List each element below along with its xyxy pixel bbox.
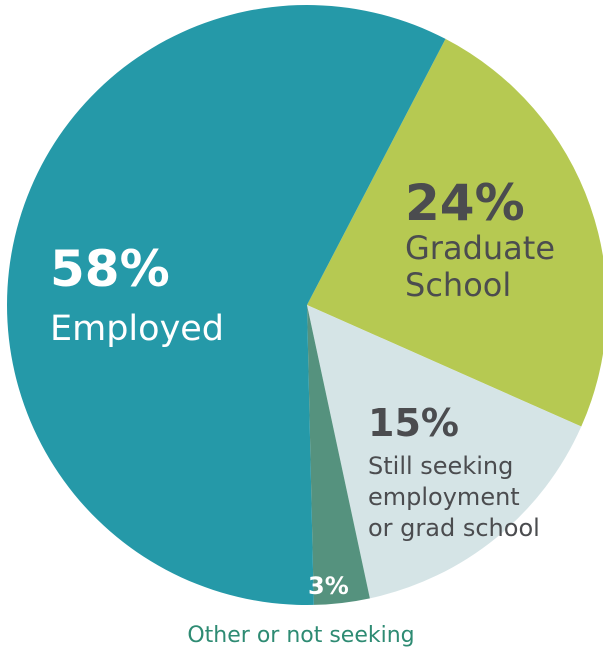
slice-graduate-school xyxy=(307,38,603,427)
slice-label-graduate-school-line2: School xyxy=(405,266,511,304)
slice-value-still-seeking: 15% xyxy=(368,401,459,445)
slice-other xyxy=(307,305,370,605)
slice-label-graduate-school-line1: Graduate xyxy=(405,229,555,267)
slice-label-still-seeking-line1: Still seeking xyxy=(368,452,513,480)
slice-label-still-seeking-line2: employment xyxy=(368,483,520,511)
slice-value-employed: 58% xyxy=(50,240,170,298)
slice-still-seeking xyxy=(307,305,582,599)
slice-employed xyxy=(7,4,446,605)
slice-label-employed: Employed xyxy=(50,309,224,349)
slice-value-other: 3% xyxy=(308,572,349,600)
slice-value-graduate-school: 24% xyxy=(405,174,525,232)
slice-label-still-seeking-line3: or grad school xyxy=(368,514,540,542)
slice-label-other: Other or not seeking xyxy=(187,623,414,648)
pie-slices xyxy=(7,4,603,605)
